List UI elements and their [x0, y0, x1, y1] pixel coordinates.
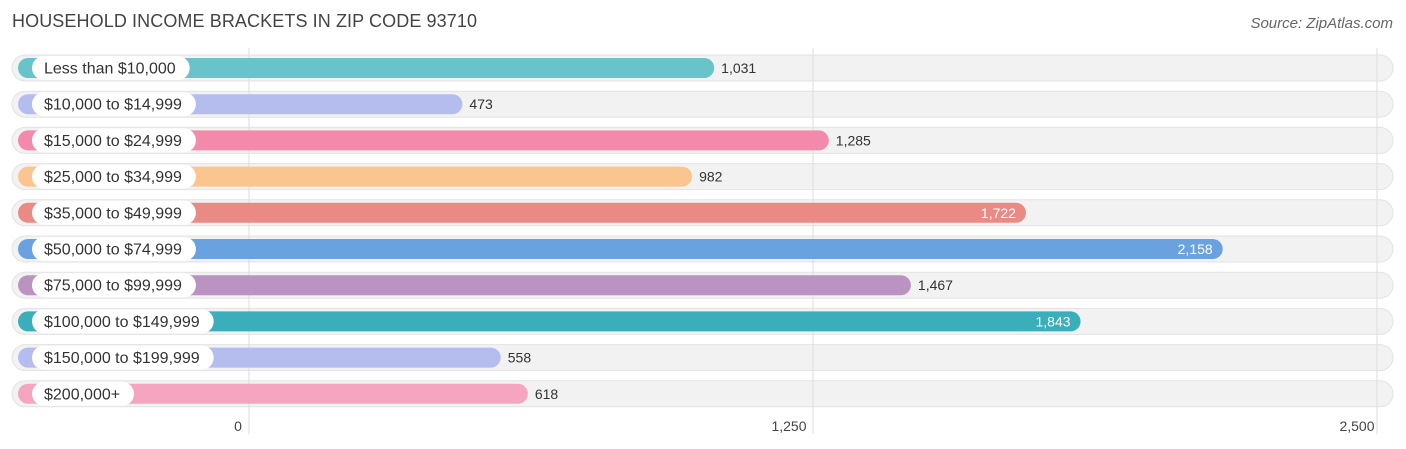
x-tick-label: 0: [234, 418, 242, 434]
category-label: $100,000 to $149,999: [44, 314, 200, 331]
value-label: 473: [469, 96, 493, 112]
source-credit: Source: ZipAtlas.com: [1250, 15, 1393, 32]
category-label: $75,000 to $99,999: [44, 278, 182, 295]
bar: [18, 311, 1081, 332]
category-label: $10,000 to $14,999: [44, 97, 182, 114]
bar: [18, 58, 715, 78]
category-pill: [32, 345, 214, 370]
x-tick-label: 2,500: [1339, 418, 1374, 434]
category-pill: [32, 56, 190, 80]
bar: [18, 383, 528, 404]
value-label: 1,031: [721, 60, 756, 76]
category-label: $25,000 to $34,999: [44, 169, 182, 186]
value-label: 2,158: [1178, 241, 1213, 257]
category-pill: [32, 128, 196, 153]
category-pill: [32, 164, 196, 189]
bar: [18, 202, 1026, 223]
category-label: $150,000 to $199,999: [44, 350, 200, 367]
category-pill: [32, 309, 214, 334]
bar: [18, 130, 829, 151]
value-label: 558: [508, 350, 532, 366]
category-pill: [32, 92, 196, 117]
value-label: 1,285: [836, 132, 871, 148]
category-label: $15,000 to $24,999: [44, 133, 182, 150]
category-pill: [32, 381, 135, 406]
category-pill: [32, 273, 196, 298]
category-label: $200,000+: [44, 386, 120, 403]
value-label: 1,843: [1036, 313, 1071, 329]
value-label: 1,722: [981, 205, 1016, 221]
chart-title: HOUSEHOLD INCOME BRACKETS IN ZIP CODE 93…: [12, 11, 478, 31]
category-pill: [32, 200, 196, 225]
value-label: 1,467: [918, 277, 953, 293]
category-label: $35,000 to $49,999: [44, 205, 182, 222]
category-pill: [32, 237, 196, 261]
x-tick-label: 1,250: [771, 418, 806, 434]
bar: [18, 275, 911, 296]
category-label: Less than $10,000: [44, 61, 176, 78]
category-label: $50,000 to $74,999: [44, 242, 182, 259]
bar: [18, 239, 1223, 259]
value-label: 618: [535, 386, 559, 402]
value-label: 982: [699, 169, 723, 185]
